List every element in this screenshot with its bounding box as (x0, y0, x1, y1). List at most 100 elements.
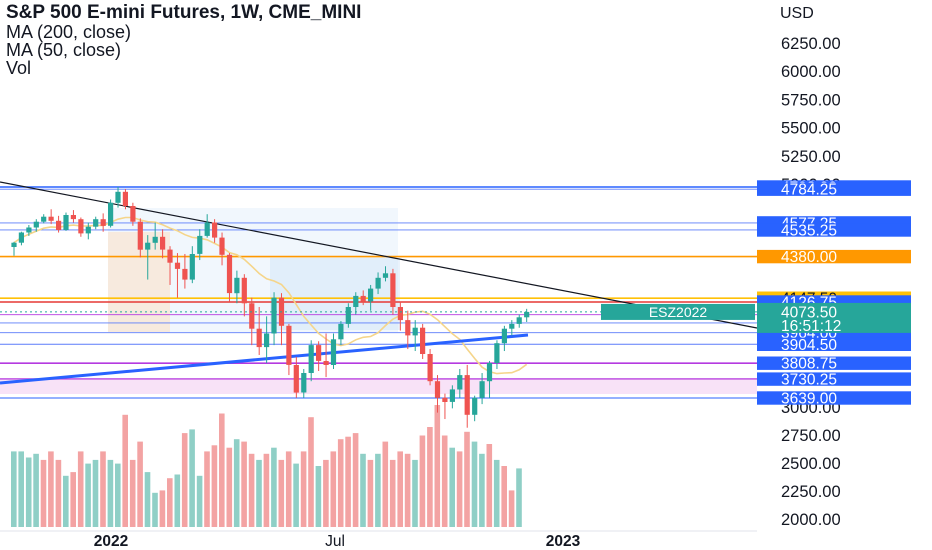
indicator-ma50[interactable]: MA (50, close) (6, 40, 122, 60)
volume-bar (456, 451, 463, 527)
price-label-box (757, 356, 911, 370)
volume-bar (449, 447, 455, 527)
candle-body (167, 249, 173, 263)
volume-bar (40, 459, 47, 527)
candle-body (56, 220, 62, 230)
candle-body (174, 262, 181, 269)
volume-bar (486, 444, 493, 527)
candle-body (182, 268, 188, 280)
volume-bar (285, 451, 292, 527)
price-label: 3808.75 (781, 356, 837, 373)
volume-bar (471, 441, 478, 527)
volume-bar (427, 427, 433, 527)
candle-body (420, 327, 426, 354)
volume-bar (196, 475, 203, 527)
candle-body (412, 327, 418, 336)
volume-bar (256, 459, 262, 527)
price-label-box (757, 337, 911, 351)
candle-body (323, 361, 329, 365)
candle-body (160, 236, 166, 250)
volume-bar (464, 431, 470, 527)
candle-body (472, 397, 478, 415)
volume-bar (315, 466, 322, 527)
volume-bar (174, 474, 181, 527)
volume-bar (397, 451, 403, 527)
candle-body (345, 307, 351, 324)
candle-body (301, 373, 307, 393)
candle-body (449, 389, 455, 402)
candle-body (189, 254, 195, 280)
candle-body (70, 215, 76, 220)
y-tick-label: 5500.00 (781, 120, 841, 138)
last-price-label: 4073.50 (781, 304, 837, 321)
volume-bar (389, 459, 396, 527)
price-label: 4535.25 (781, 223, 837, 240)
candle-body (524, 311, 530, 318)
volume-bar (25, 457, 32, 527)
volume-bar (382, 441, 389, 527)
volume-bar (189, 429, 195, 527)
volume-bar (263, 453, 270, 527)
candle-body (137, 221, 143, 250)
symbol-tag-label: ESZ2022 (649, 304, 708, 320)
candle-body (63, 215, 69, 230)
price-label-box (757, 391, 911, 405)
candle-body (78, 219, 84, 234)
volume-bar (63, 475, 69, 527)
candle-body (479, 381, 485, 398)
y-tick-label: 2000.00 (781, 511, 841, 529)
candle-body (212, 222, 218, 238)
volume-bar (516, 468, 522, 527)
y-tick-label: 6000.00 (781, 63, 841, 81)
candle-body (108, 202, 114, 226)
volume-bar (211, 445, 218, 527)
volume-bar (144, 472, 151, 527)
candle-body (405, 320, 411, 336)
candle-body (26, 227, 32, 233)
volume-bar (241, 441, 247, 527)
candle-body (93, 219, 99, 227)
volume-bar (159, 490, 166, 527)
candle-body (48, 216, 54, 221)
price-label: 3904.50 (781, 337, 837, 354)
indicator-ma200[interactable]: MA (200, close) (6, 22, 132, 42)
volume-bar (337, 439, 344, 527)
candle-body (271, 297, 277, 334)
volume-bar (345, 436, 351, 527)
candle-body (486, 363, 493, 382)
volume-bar (115, 463, 121, 527)
candle-body (286, 325, 292, 365)
candle-body (219, 237, 225, 255)
volume-bar (129, 459, 136, 527)
volume-bar (248, 453, 255, 527)
candle-body (360, 295, 366, 302)
price-label-box (757, 249, 911, 264)
candle-body (397, 307, 403, 321)
candle-body (494, 343, 500, 363)
volume-bar (404, 453, 411, 527)
volume-bar (181, 433, 188, 527)
volume-bar (352, 433, 359, 527)
ma-line (13, 216, 528, 375)
volume-bar (271, 447, 277, 527)
candle-body (204, 222, 210, 236)
price-label-box (757, 182, 911, 196)
volume-bar (360, 453, 366, 527)
candle-body (41, 216, 47, 222)
volume-bar (278, 459, 285, 527)
volume-bar (367, 459, 374, 527)
indicator-volume[interactable]: Vol (6, 58, 32, 78)
candle-body (434, 381, 441, 398)
candle-body (375, 277, 381, 289)
volume-bar (508, 490, 515, 527)
price-label-box (757, 223, 911, 237)
candle-body (241, 277, 247, 304)
last-price-box (757, 302, 911, 333)
volume-bar (419, 435, 426, 527)
volume-bar (375, 453, 381, 527)
volume-bar (412, 459, 418, 527)
candle-body (308, 345, 314, 373)
volume-bar (11, 451, 17, 527)
symbol-tag (601, 303, 755, 320)
